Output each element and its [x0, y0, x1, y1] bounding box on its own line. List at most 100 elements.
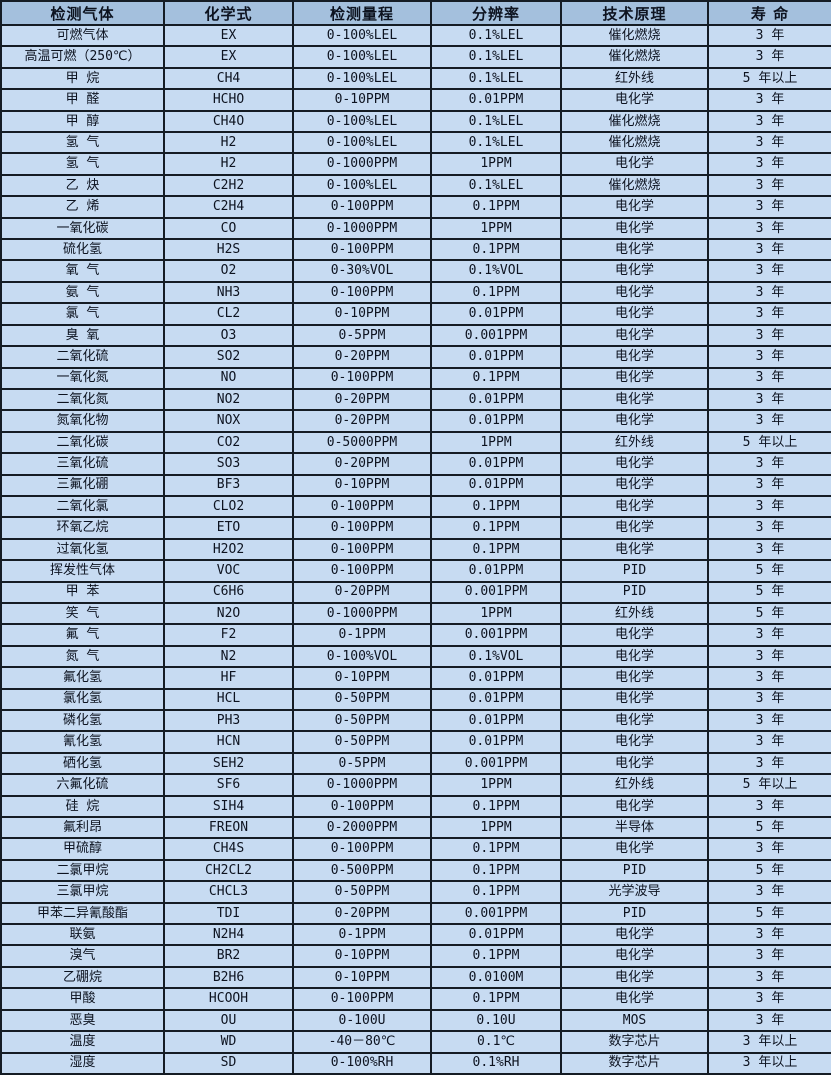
table-row: 过氧化氢 H2O2 0-100PPM 0.1PPM 电化学 3 年	[0, 537, 831, 562]
cell-technology: 电化学	[560, 494, 709, 519]
cell-formula: O2	[163, 259, 294, 283]
table-row: 可燃气体 EX 0-100%LEL 0.1%LEL 催化燃烧 3 年	[0, 23, 831, 48]
cell-range: 0-100PPM	[292, 559, 432, 583]
cell-technology: 电化学	[560, 708, 709, 733]
cell-range: 0-20PPM	[292, 345, 432, 369]
cell-formula: SD	[163, 1051, 294, 1075]
cell-range: 0-50PPM	[292, 708, 432, 733]
cell-resolution: 0.01PPM	[430, 666, 562, 690]
cell-range: 0-100U	[292, 1008, 432, 1033]
table-row: 二氧化氯 CLO2 0-100PPM 0.1PPM 电化学 3 年	[0, 494, 831, 519]
cell-lifespan: 3 年	[707, 216, 831, 241]
table-row: 挥发性气体 VOC 0-100PPM 0.01PPM PID 5 年	[0, 559, 831, 583]
cell-resolution: 0.01PPM	[430, 345, 562, 369]
cell-resolution: 0.1PPM	[430, 537, 562, 562]
table-body: 可燃气体 EX 0-100%LEL 0.1%LEL 催化燃烧 3 年高温可燃（250℃） E…	[0, 23, 831, 1075]
cell-range: 0-100PPM	[292, 195, 432, 219]
table-row: 三氧化硫 SO3 0-20PPM 0.01PPM 电化学 3 年	[0, 452, 831, 476]
cell-lifespan: 5 年	[707, 601, 831, 626]
cell-resolution: 1PPM	[430, 430, 562, 455]
cell-range: 0-100PPM	[292, 794, 432, 819]
cell-formula: CH4	[163, 66, 294, 91]
cell-lifespan: 3 年以上	[707, 1030, 831, 1054]
cell-lifespan: 3 年	[707, 516, 831, 540]
cell-range: 0-10PPM	[292, 88, 432, 112]
cell-resolution: 0.1PPM	[430, 195, 562, 219]
cell-gas-name: 甲硫醇	[0, 837, 165, 861]
table-row: 六氟化硫 SF6 0-1000PPM 1PPM 红外线 5 年以上	[0, 773, 831, 797]
cell-formula: FREON	[163, 816, 294, 840]
cell-lifespan: 3 年以上	[707, 1051, 831, 1075]
cell-gas-name: 氮 气	[0, 644, 165, 669]
cell-technology: 电化学	[560, 387, 709, 412]
cell-technology: 电化学	[560, 473, 709, 497]
cell-formula: HF	[163, 666, 294, 690]
cell-range: 0-20PPM	[292, 409, 432, 433]
cell-gas-name: 氟利昂	[0, 816, 165, 840]
cell-resolution: 0.1%LEL	[430, 23, 562, 48]
cell-gas-name: 一氧化碳	[0, 216, 165, 241]
cell-technology: 电化学	[560, 923, 709, 947]
cell-range: -40－80℃	[292, 1030, 432, 1054]
cell-resolution: 0.1PPM	[430, 987, 562, 1011]
cell-resolution: 0.1PPM	[430, 238, 562, 262]
header-row: 检测气体 化学式 检测量程 分辨率 技术原理 寿 命	[0, 0, 831, 26]
cell-resolution: 0.1PPM	[430, 366, 562, 390]
table-row: 甲 醛 HCHO 0-10PPM 0.01PPM 电化学 3 年	[0, 88, 831, 112]
cell-formula: C2H4	[163, 195, 294, 219]
cell-resolution: 0.1PPM	[430, 944, 562, 968]
cell-resolution: 1PPM	[430, 152, 562, 176]
cell-lifespan: 3 年	[707, 345, 831, 369]
header-range: 检测量程	[292, 0, 432, 26]
cell-lifespan: 5 年	[707, 816, 831, 840]
cell-technology: 电化学	[560, 623, 709, 647]
cell-range: 0-20PPM	[292, 580, 432, 604]
cell-formula: O3	[163, 323, 294, 348]
cell-lifespan: 3 年	[707, 1008, 831, 1033]
cell-formula: H2S	[163, 238, 294, 262]
table-row: 氢 气 H2 0-1000PPM 1PPM 电化学 3 年	[0, 152, 831, 176]
cell-resolution: 0.001PPM	[430, 323, 562, 348]
cell-gas-name: 甲 苯	[0, 580, 165, 604]
cell-lifespan: 3 年	[707, 366, 831, 390]
cell-range: 0-100PPM	[292, 366, 432, 390]
cell-resolution: 0.01PPM	[430, 409, 562, 433]
cell-technology: 电化学	[560, 537, 709, 562]
cell-resolution: 0.1PPM	[430, 858, 562, 883]
cell-formula: CL2	[163, 302, 294, 326]
table-row: 甲苯二异氰酸酯 TDI 0-20PPM 0.001PPM PID 5 年	[0, 901, 831, 926]
cell-gas-name: 氰化氢	[0, 730, 165, 754]
cell-resolution: 0.1PPM	[430, 516, 562, 540]
cell-lifespan: 3 年	[707, 794, 831, 819]
cell-gas-name: 甲 烷	[0, 66, 165, 91]
cell-resolution: 0.1PPM	[430, 880, 562, 904]
cell-range: 0-100PPM	[292, 280, 432, 305]
cell-gas-name: 甲 醇	[0, 109, 165, 134]
cell-gas-name: 一氧化氮	[0, 366, 165, 390]
table-row: 环氧乙烷 ETO 0-100PPM 0.1PPM 电化学 3 年	[0, 516, 831, 540]
table-row: 硅 烷 SIH4 0-100PPM 0.1PPM 电化学 3 年	[0, 794, 831, 819]
cell-technology: 电化学	[560, 965, 709, 990]
cell-gas-name: 磷化氢	[0, 708, 165, 733]
cell-resolution: 0.1PPM	[430, 794, 562, 819]
cell-lifespan: 3 年	[707, 923, 831, 947]
table-row: 联氨 N2H4 0-1PPM 0.01PPM 电化学 3 年	[0, 923, 831, 947]
cell-gas-name: 二氧化硫	[0, 345, 165, 369]
table-row: 氢 气 H2 0-100%LEL 0.1%LEL 催化燃烧 3 年	[0, 131, 831, 155]
cell-formula: VOC	[163, 559, 294, 583]
cell-resolution: 0.01PPM	[430, 708, 562, 733]
cell-technology: PID	[560, 901, 709, 926]
cell-lifespan: 3 年	[707, 323, 831, 348]
cell-gas-name: 二氧化碳	[0, 430, 165, 455]
cell-range: 0-100%LEL	[292, 45, 432, 69]
cell-resolution: 0.1%LEL	[430, 45, 562, 69]
cell-technology: 光学波导	[560, 880, 709, 904]
cell-gas-name: 氢 气	[0, 131, 165, 155]
cell-formula: H2O2	[163, 537, 294, 562]
header-gas-name: 检测气体	[0, 0, 165, 26]
cell-range: 0-100PPM	[292, 516, 432, 540]
cell-technology: 红外线	[560, 601, 709, 626]
cell-formula: TDI	[163, 901, 294, 926]
cell-gas-name: 甲酸	[0, 987, 165, 1011]
cell-gas-name: 挥发性气体	[0, 559, 165, 583]
